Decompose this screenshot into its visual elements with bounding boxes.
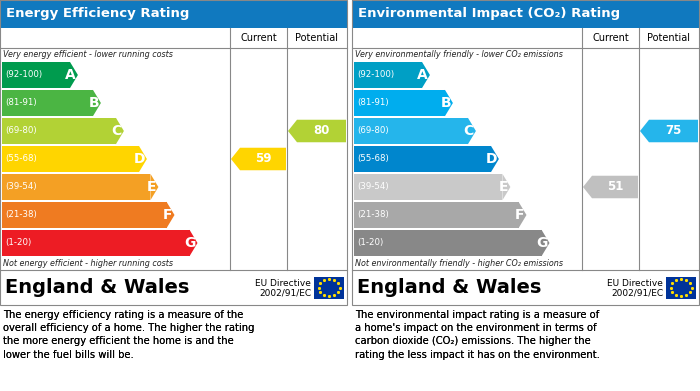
Polygon shape [503, 174, 510, 200]
Polygon shape [640, 120, 698, 142]
Text: Energy Efficiency Rating: Energy Efficiency Rating [6, 7, 190, 20]
Text: 75: 75 [665, 124, 682, 138]
Text: 2002/91/EC: 2002/91/EC [259, 288, 311, 297]
Text: B: B [440, 96, 451, 110]
Bar [354, 174, 503, 200]
Text: Not energy efficient - higher running costs: Not energy efficient - higher running co… [3, 259, 173, 268]
Text: D: D [134, 152, 145, 166]
Text: C: C [112, 124, 122, 138]
Text: EU Directive: EU Directive [255, 279, 311, 288]
Text: (81-91): (81-91) [357, 99, 388, 108]
Bar [354, 146, 491, 172]
Text: Environmental Impact (CO₂) Rating: Environmental Impact (CO₂) Rating [358, 7, 620, 20]
Polygon shape [583, 176, 638, 198]
Text: Potential: Potential [295, 33, 339, 43]
Text: (1-20): (1-20) [357, 239, 384, 248]
Text: G: G [536, 236, 547, 250]
Text: A: A [417, 68, 428, 82]
Text: The energy efficiency rating is a measure of the
overall efficiency of a home. T: The energy efficiency rating is a measur… [3, 310, 255, 360]
Text: F: F [163, 208, 172, 222]
Polygon shape [519, 202, 526, 228]
Bar [352, 0, 699, 305]
Text: England & Wales: England & Wales [5, 278, 190, 297]
Text: (55-68): (55-68) [5, 154, 36, 163]
Polygon shape [190, 230, 197, 256]
Bar [2, 202, 167, 228]
Bar [0, 48, 347, 270]
Text: Not environmentally friendly - higher CO₂ emissions: Not environmentally friendly - higher CO… [355, 259, 563, 268]
Text: The environmental impact rating is a measure of
a home's impact on the environme: The environmental impact rating is a mea… [355, 310, 600, 360]
Text: (55-68): (55-68) [357, 154, 388, 163]
Bar [352, 270, 699, 305]
Bar [666, 276, 696, 298]
Text: 59: 59 [255, 152, 272, 165]
Text: (81-91): (81-91) [5, 99, 36, 108]
Text: (92-100): (92-100) [5, 70, 42, 79]
Text: (39-54): (39-54) [357, 183, 388, 192]
Polygon shape [116, 118, 124, 144]
Text: England & Wales: England & Wales [357, 278, 541, 297]
Bar [2, 230, 190, 256]
Bar [2, 90, 93, 116]
Bar [354, 202, 519, 228]
Bar [0, 0, 347, 28]
Text: (69-80): (69-80) [5, 127, 36, 136]
Text: The energy efficiency rating is a measure of the
overall efficiency of a home. T: The energy efficiency rating is a measur… [3, 310, 255, 360]
Polygon shape [542, 230, 550, 256]
Polygon shape [468, 118, 476, 144]
Text: F: F [515, 208, 524, 222]
Bar [0, 310, 700, 391]
Text: Current: Current [592, 33, 629, 43]
Polygon shape [231, 148, 286, 170]
Polygon shape [288, 120, 346, 142]
Text: D: D [485, 152, 497, 166]
Bar [0, 0, 347, 305]
Bar [352, 48, 699, 270]
Text: 80: 80 [314, 124, 330, 138]
Text: (1-20): (1-20) [5, 239, 32, 248]
Text: 51: 51 [607, 181, 623, 194]
Bar [354, 62, 422, 88]
Bar [354, 118, 468, 144]
Polygon shape [167, 202, 174, 228]
Text: E: E [499, 180, 508, 194]
Text: (21-38): (21-38) [357, 210, 388, 219]
Text: (39-54): (39-54) [5, 183, 36, 192]
Text: EU Directive: EU Directive [607, 279, 663, 288]
Text: G: G [184, 236, 195, 250]
Bar [352, 28, 699, 48]
Text: E: E [147, 180, 156, 194]
Text: 2002/91/EC: 2002/91/EC [611, 288, 663, 297]
Bar [2, 174, 150, 200]
Bar [352, 0, 699, 28]
Bar [354, 90, 445, 116]
Polygon shape [93, 90, 101, 116]
Text: Very energy efficient - lower running costs: Very energy efficient - lower running co… [3, 50, 173, 59]
Bar [2, 146, 139, 172]
Bar [314, 276, 344, 298]
Text: (21-38): (21-38) [5, 210, 36, 219]
Bar [354, 230, 542, 256]
Bar [0, 28, 347, 48]
Polygon shape [422, 62, 430, 88]
Polygon shape [445, 90, 453, 116]
Polygon shape [70, 62, 78, 88]
Text: (69-80): (69-80) [357, 127, 388, 136]
Polygon shape [139, 146, 147, 172]
Polygon shape [150, 174, 158, 200]
Text: Very environmentally friendly - lower CO₂ emissions: Very environmentally friendly - lower CO… [355, 50, 563, 59]
Polygon shape [491, 146, 499, 172]
Text: The environmental impact rating is a measure of
a home's impact on the environme: The environmental impact rating is a mea… [355, 310, 600, 360]
Text: Current: Current [240, 33, 277, 43]
Text: C: C [463, 124, 474, 138]
Text: (92-100): (92-100) [357, 70, 394, 79]
Bar [0, 270, 347, 305]
Text: A: A [65, 68, 76, 82]
Text: B: B [88, 96, 99, 110]
Bar [2, 62, 70, 88]
Text: Potential: Potential [648, 33, 690, 43]
Bar [2, 118, 116, 144]
